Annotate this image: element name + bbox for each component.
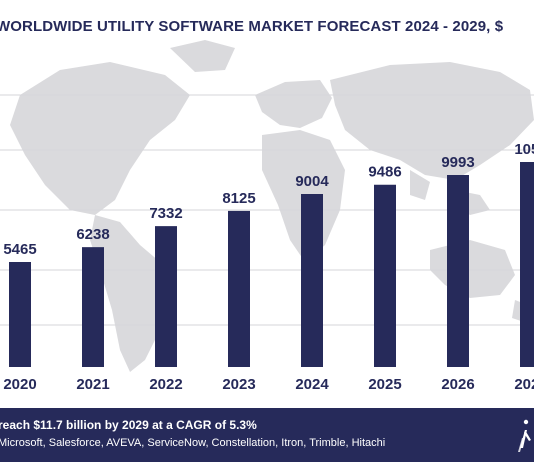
- bar-2027: [520, 162, 534, 367]
- x-tick-label-2027: 2027: [514, 376, 534, 393]
- bar-2024: [301, 194, 323, 367]
- footer-vendors-text: Microsoft, Salesforce, AVEVA, ServiceNow…: [0, 437, 386, 449]
- value-label-2021: 6238: [76, 226, 109, 243]
- value-label-2027: 1052: [514, 141, 534, 158]
- x-tick-label-2025: 2025: [368, 376, 401, 393]
- value-label-2023: 8125: [222, 190, 255, 207]
- value-label-2022: 7332: [149, 205, 182, 222]
- bar-2020: [9, 262, 31, 367]
- value-label-2026: 9993: [441, 154, 474, 171]
- bar-2023: [228, 210, 250, 367]
- footer-banner: reach $11.7 billion by 2029 at a CAGR of…: [0, 408, 534, 462]
- chart-title: WORLDWIDE UTILITY SOFTWARE MARKET FORECA…: [0, 18, 504, 35]
- value-label-2025: 9486: [368, 164, 401, 181]
- footer-forecast-text: reach $11.7 billion by 2029 at a CAGR of…: [0, 418, 257, 432]
- bar-chart: 5465 2020 6238 2021 7332 2022 8125 2023 9004 2024…: [0, 94, 534, 393]
- x-tick-label-2023: 2023: [222, 376, 255, 393]
- x-tick-label-2024: 2024: [295, 376, 329, 393]
- bar-2021: [82, 247, 104, 367]
- logo-icon: [518, 419, 531, 452]
- value-label-2020: 5465: [3, 241, 36, 258]
- x-tick-label-2026: 2026: [441, 376, 474, 393]
- x-tick-label-2020: 2020: [3, 376, 36, 393]
- x-tick-label-2022: 2022: [149, 376, 182, 393]
- x-tick-label-2021: 2021: [76, 376, 109, 393]
- bar-2025: [374, 184, 396, 367]
- bar-2026: [447, 175, 469, 367]
- bar-2022: [155, 226, 177, 367]
- value-label-2024: 9004: [295, 173, 329, 190]
